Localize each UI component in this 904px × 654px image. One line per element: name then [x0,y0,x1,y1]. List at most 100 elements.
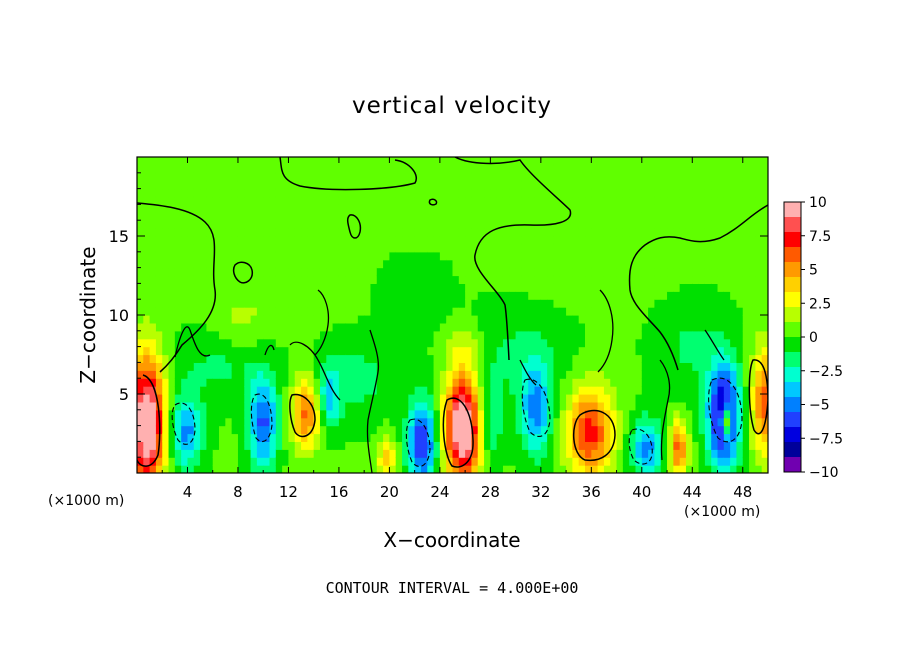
field-cell [660,220,668,229]
field-cell [231,299,239,308]
field-cell [553,220,561,229]
field-cell [168,172,176,182]
field-cell [458,354,466,363]
field-cell [585,378,592,387]
field-cell [288,188,296,198]
field-cell [559,196,567,205]
field-cell [578,338,586,348]
field-cell [338,267,346,277]
field-cell [553,417,561,427]
field-cell [648,243,656,253]
field-cell [193,228,201,237]
field-cell [603,180,611,190]
field-cell [528,267,536,277]
field-cell [439,236,447,245]
field-cell [502,236,510,245]
field-cell [313,204,321,213]
field-cell [174,267,182,277]
field-cell [648,401,656,411]
field-cell [307,425,315,435]
field-cell [345,157,353,166]
field-cell [477,220,485,229]
field-cell [534,236,542,245]
field-cell [395,243,403,253]
field-cell [383,164,390,174]
field-cell [143,330,151,340]
field-cell [515,330,523,340]
field-cell [477,449,485,458]
field-cell [212,180,220,190]
field-cell [471,322,479,332]
field-cell [294,441,302,450]
field-cell [761,441,768,450]
field-cell [616,212,624,221]
field-cell [509,401,517,411]
field-cell [288,212,296,221]
field-cell [635,378,643,387]
field-cell [553,330,561,340]
field-cell [256,330,264,340]
field-cell [471,401,479,411]
field-cell [692,378,700,387]
field-cell [269,251,277,261]
field-cell [717,394,725,403]
field-cell [357,188,365,198]
field-cell [730,212,738,221]
field-cell [319,172,327,182]
field-cell [635,330,643,340]
field-cell [420,417,428,427]
field-cell [673,220,681,229]
field-cell [149,417,157,427]
field-cell [168,180,176,190]
field-cell [496,267,504,277]
field-cell [673,346,681,356]
field-cell [244,220,252,229]
field-cell [231,157,239,166]
field-cell [521,465,529,473]
field-cell [547,449,555,458]
field-cell [755,180,763,190]
field-cell [742,204,750,213]
field-cell [282,386,290,395]
field-cell [174,188,182,198]
field-cell [610,157,618,166]
field-cell [660,243,668,253]
field-cell [250,378,258,387]
field-cell [193,322,201,332]
field-cell [263,330,271,340]
field-cell [231,338,239,348]
field-cell [200,457,208,466]
field-cell [515,251,523,261]
field-cell [364,157,372,166]
field-cell [673,228,681,237]
field-cell [616,299,624,308]
field-cell [553,433,561,442]
field-cell [288,172,296,182]
field-cell [679,188,687,198]
field-cell [294,251,302,261]
field-cell [439,291,447,300]
field-cell [559,449,567,458]
field-cell [673,386,681,395]
field-cell [383,283,390,292]
field-cell [521,172,529,182]
field-cell [502,267,510,277]
field-cell [610,172,618,182]
field-cell [307,394,315,403]
field-cell [679,441,687,450]
field-cell [521,243,529,253]
field-cell [433,299,441,308]
field-cell [351,370,359,379]
field-cell [553,164,561,174]
field-cell [212,417,220,427]
field-cell [364,196,372,205]
field-cell [471,299,479,308]
field-cell [559,322,567,332]
field-cell [566,315,573,324]
field-cell [446,409,454,419]
field-cell [648,188,656,198]
field-cell [389,267,397,277]
field-cell [648,251,656,261]
field-cell [490,283,498,292]
field-cell [351,180,359,190]
